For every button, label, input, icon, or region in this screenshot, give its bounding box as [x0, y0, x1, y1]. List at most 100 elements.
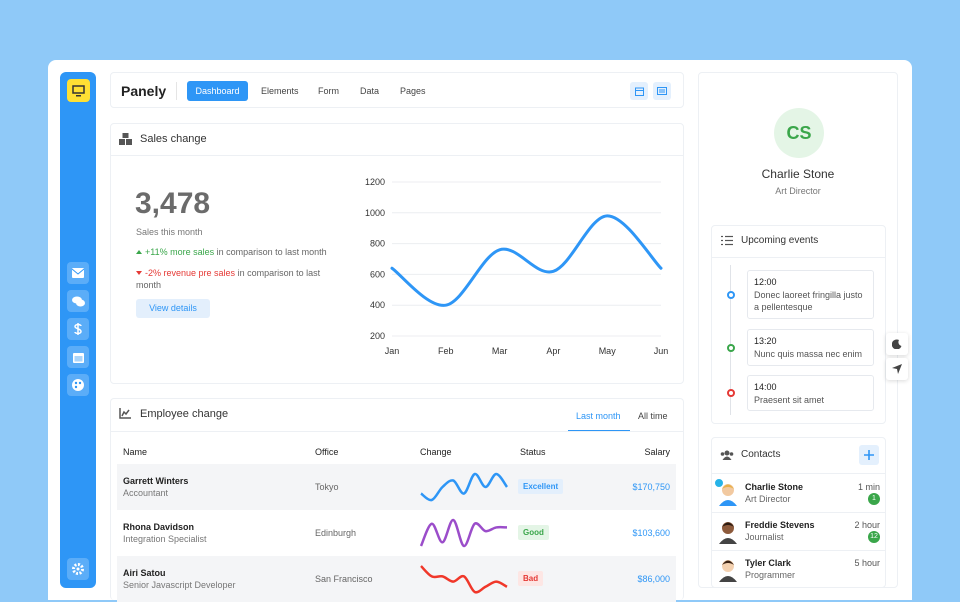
contact-time: 5 hour — [854, 558, 880, 568]
event-box — [747, 329, 874, 366]
card-title: Upcoming events — [741, 235, 819, 246]
up-arrow — [136, 250, 142, 254]
sparkline-line — [420, 565, 508, 594]
event-time: 12:00 — [754, 277, 777, 287]
money-button[interactable] — [67, 318, 89, 340]
contact-time: 2 hour — [854, 520, 880, 530]
list-toggle[interactable] — [653, 82, 671, 100]
timeline-dot — [727, 290, 735, 299]
palette-button[interactable] — [67, 374, 89, 396]
card-title: Contacts — [741, 449, 781, 460]
y-tick-label: 800 — [370, 239, 385, 249]
contact-role: Journalist — [745, 532, 784, 542]
y-tick-label: 1000 — [365, 208, 385, 218]
send-button[interactable] — [886, 358, 908, 380]
mail-button[interactable] — [67, 262, 89, 284]
card-title: Sales change — [140, 133, 207, 145]
x-tick-label: Apr — [546, 346, 560, 356]
theme-toggle[interactable] — [886, 333, 908, 355]
y-tick-label: 1200 — [365, 177, 385, 187]
line — [390, 214, 663, 307]
column-header: Change — [420, 447, 452, 457]
settings-button[interactable] — [67, 558, 89, 580]
sparkline — [420, 472, 509, 502]
calendar-button[interactable] — [67, 346, 89, 368]
contact-role: Programmer — [745, 570, 796, 580]
avatar-body — [719, 500, 737, 506]
sparkline — [420, 565, 508, 594]
contact-name: Tyler Clark — [745, 558, 791, 568]
avatar-hair — [722, 522, 734, 527]
event-box — [747, 270, 874, 319]
nav-item[interactable]: Data — [360, 86, 380, 96]
divider — [176, 82, 177, 100]
calendar-toggle[interactable] — [630, 82, 648, 100]
calendar-icon — [634, 87, 644, 96]
divider — [110, 431, 684, 432]
brand[interactable]: Panely — [121, 83, 167, 99]
employee-office: Tokyo — [315, 482, 339, 492]
divider — [711, 473, 886, 474]
monitor-icon — [72, 84, 85, 96]
column-header: Name — [123, 447, 148, 457]
sales-caption: Sales this month — [136, 227, 203, 237]
contact-avatar — [719, 522, 737, 544]
avatar-body — [719, 576, 737, 582]
employee-role: Accountant — [123, 488, 169, 498]
event-text: Donec laoreet fringilla justo a pellente… — [754, 290, 863, 312]
view-details-button[interactable]: View details — [136, 299, 210, 318]
nav-item-active[interactable]: Dashboard — [187, 81, 248, 101]
y-tick-label: 600 — [370, 269, 385, 279]
avatar-hair — [722, 560, 734, 565]
y-tick-label: 200 — [370, 331, 385, 341]
salary: $86,000 — [637, 574, 670, 584]
status-badge: Excellent — [518, 479, 564, 494]
logo[interactable] — [67, 79, 90, 102]
contact-name: Charlie Stone — [745, 482, 804, 492]
x-tick-label: Jan — [385, 346, 400, 356]
list-icon — [721, 235, 733, 246]
divider — [711, 550, 886, 551]
sparkline — [419, 518, 508, 548]
divider — [711, 257, 886, 258]
sales-chart: 200 400 600 800 1000 1200 Jan Feb Mar Apr May Jun — [365, 177, 668, 356]
status-badge: Bad — [518, 571, 544, 586]
divider — [711, 512, 886, 513]
x-tick-label: Feb — [438, 346, 454, 356]
table-row — [117, 510, 676, 556]
x-tick-label: May — [599, 346, 617, 356]
timeline — [730, 265, 731, 415]
palette-icon — [72, 379, 84, 391]
avatar-hair — [722, 484, 734, 489]
timeline-dot — [727, 389, 735, 397]
employee-role: Senior Javascript Developer — [123, 580, 236, 590]
plus-icon — [864, 450, 874, 460]
card-title: Employee change — [140, 408, 229, 420]
contact-time: 1 min — [857, 482, 880, 492]
employee-office: San Francisco — [315, 574, 373, 584]
nav-item[interactable]: Form — [318, 86, 339, 96]
highlight: +11% more sales — [145, 247, 215, 257]
nav-item[interactable]: Pages — [400, 86, 426, 96]
nav-item[interactable]: Elements — [261, 86, 299, 96]
avatar-body — [719, 538, 737, 544]
contact-name: Freddie Stevens — [745, 520, 815, 530]
sparkline-line — [419, 518, 508, 548]
column-header: Office — [315, 447, 339, 457]
salary: $170,750 — [632, 482, 670, 492]
chat-icon — [71, 296, 85, 306]
y-tick-label: 400 — [370, 300, 385, 310]
chat-button[interactable] — [67, 290, 89, 312]
moon-icon — [892, 339, 902, 349]
sparkline-line — [420, 472, 509, 502]
tab-active[interactable]: Last month — [576, 411, 621, 421]
divider — [110, 155, 684, 156]
send-icon — [892, 364, 902, 374]
profile-name: Charlie Stone — [761, 167, 835, 181]
status-dot — [714, 478, 724, 488]
employee-name: Rhona Davidson — [123, 522, 195, 532]
tab[interactable]: All time — [638, 411, 668, 421]
add-contact-button[interactable] — [859, 445, 879, 465]
unread-badge: 1 — [868, 493, 880, 505]
